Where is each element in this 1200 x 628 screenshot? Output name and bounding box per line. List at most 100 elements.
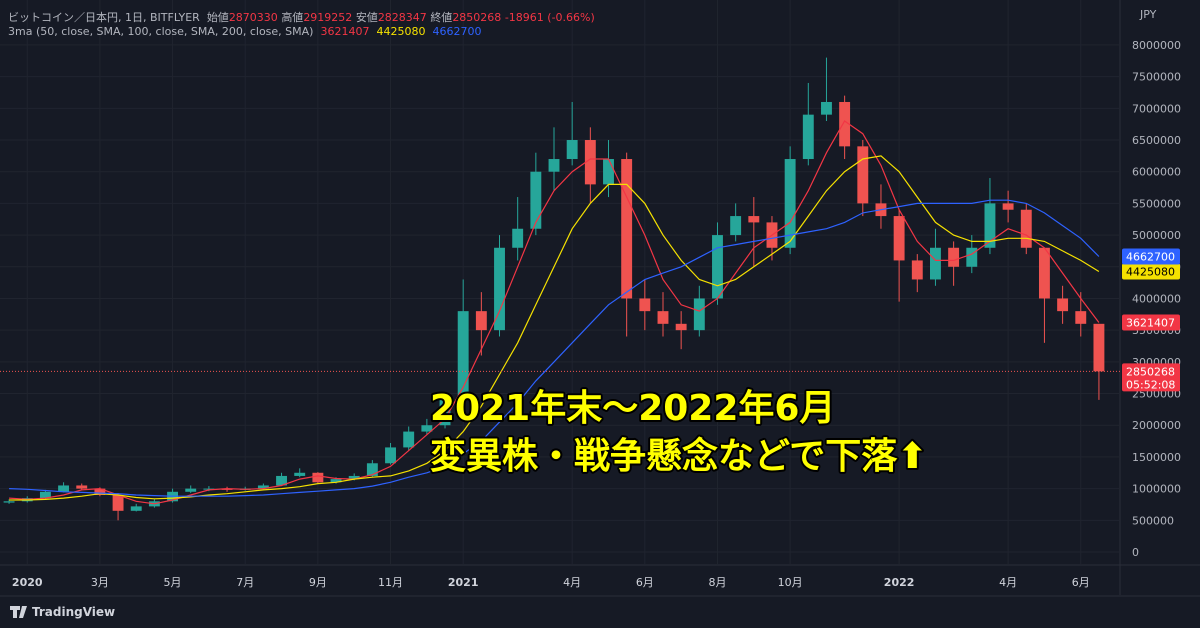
- candle-body: [421, 425, 433, 432]
- ohlc-value: 2870330: [228, 11, 278, 24]
- brand-logo: [10, 606, 27, 618]
- x-tick-label: 10月: [778, 576, 803, 589]
- y-tick-label: 6000000: [1132, 166, 1181, 179]
- candle-body: [1057, 298, 1069, 312]
- x-tick-label: 2021: [448, 576, 479, 589]
- candle-body: [657, 311, 669, 324]
- candle-body: [475, 311, 487, 331]
- candle-body: [639, 298, 651, 312]
- moving-average: [9, 199, 1100, 497]
- candle-body: [257, 485, 269, 489]
- x-tick-label: 6月: [1072, 576, 1090, 589]
- x-tick-label: 8月: [708, 576, 726, 589]
- candle-body: [185, 488, 197, 492]
- candle-body: [1002, 203, 1014, 210]
- candle-body: [693, 298, 705, 331]
- candle-body: [221, 488, 233, 490]
- candle-body: [530, 171, 542, 229]
- indicator-name: 3ma (50, close, SMA, 100, close, SMA, 20…: [8, 25, 314, 38]
- x-tick-label: 6月: [636, 576, 654, 589]
- candle-body: [39, 491, 51, 499]
- candle-body: [821, 101, 832, 115]
- candle-body: [1093, 323, 1105, 372]
- change: -18961 (-0.66%): [504, 11, 595, 24]
- ohlc-label: 終値: [430, 11, 453, 24]
- candle-body: [1020, 209, 1032, 248]
- legend-header: ビットコイン／日本円, 1日, BITFLYER 始値2870330 高値291…: [8, 9, 595, 25]
- x-tick-label: 4月: [563, 576, 581, 589]
- ohlc-label: 安値: [355, 11, 378, 24]
- candle-body: [203, 488, 215, 490]
- symbol-title: ビットコイン／日本円, 1日, BITFLYER: [8, 11, 200, 24]
- candle-body: [730, 216, 742, 236]
- candle-body: [3, 501, 15, 503]
- price-tag: [1122, 314, 1180, 331]
- candle-body: [1038, 247, 1050, 299]
- candle-body: [312, 472, 324, 483]
- candle-body: [966, 247, 978, 267]
- moving-average: [9, 155, 1100, 501]
- ohlc-value: 2828347: [377, 11, 427, 24]
- candle-body: [512, 228, 524, 248]
- moving-average: [9, 120, 1100, 505]
- price-tag-label: 3621407: [1126, 316, 1175, 329]
- price-tag-label: 4662700: [1126, 250, 1175, 263]
- candle-body: [58, 485, 70, 492]
- candle-body: [457, 311, 469, 400]
- candle-body: [1075, 311, 1087, 324]
- y-tick-label: 4000000: [1132, 292, 1181, 305]
- y-tick-label: 1000000: [1132, 483, 1181, 496]
- y-tick-label: 1500000: [1132, 451, 1181, 464]
- candle-body: [366, 463, 378, 476]
- x-tick-label: 3月: [91, 576, 109, 589]
- candle-body: [76, 485, 88, 489]
- candle-body: [930, 247, 941, 280]
- candle-body: [130, 506, 142, 511]
- candle-body: [784, 159, 796, 248]
- x-tick-label: 2020: [12, 576, 43, 589]
- price-tag-label: 4425080: [1126, 266, 1175, 279]
- x-tick-label: 4月: [999, 576, 1017, 589]
- x-tick-label: 11月: [378, 576, 403, 589]
- ohlc-label: 始値: [206, 11, 229, 24]
- candle-body: [330, 479, 342, 483]
- brand: TradingView: [32, 605, 115, 619]
- x-tick-label: 9月: [309, 576, 327, 589]
- x-tick-label: 5月: [164, 576, 182, 589]
- x-tick-label: 7月: [236, 576, 254, 589]
- candle-body: [621, 159, 633, 299]
- ohlc-value: 2919252: [303, 11, 353, 24]
- ohlc-label: 高値: [281, 11, 304, 24]
- candle-body: [348, 475, 360, 480]
- ohlc-value: 2850268: [452, 11, 502, 24]
- candle-body: [566, 140, 578, 160]
- candle-body: [94, 488, 106, 495]
- candle-body: [439, 399, 451, 426]
- candle-body: [603, 159, 614, 185]
- annotation: 2021年末～2022年6月: [430, 388, 835, 429]
- candle-body: [385, 447, 396, 464]
- indicator-legend: 3ma (50, close, SMA, 100, close, SMA, 20…: [8, 25, 481, 38]
- candle-body: [548, 159, 560, 172]
- y-tick-label: 7500000: [1132, 71, 1181, 84]
- y-tick-label: 6500000: [1132, 134, 1181, 147]
- ohlc: 始値2870330 高値2919252 安値2828347 終値2850268: [207, 11, 505, 24]
- ma-value: 3621407: [320, 25, 370, 38]
- y-tick-label: 8000000: [1132, 39, 1181, 52]
- candle-body: [984, 203, 996, 248]
- y-tick-label: 500000: [1132, 514, 1174, 527]
- x-tick-label: 2022: [884, 576, 915, 589]
- annotation: 変異株・戦争懸念などで下落⬆: [430, 435, 927, 477]
- candle-body: [494, 247, 505, 331]
- countdown: 05:52:08: [1126, 378, 1175, 391]
- price-tag: [1122, 248, 1180, 265]
- currency: JPY: [1139, 8, 1157, 21]
- y-tick-label: 2000000: [1132, 419, 1181, 432]
- y-tick-label: 5500000: [1132, 197, 1181, 210]
- candle-body: [948, 247, 960, 267]
- candle-body: [584, 140, 596, 185]
- candle-body: [911, 260, 923, 280]
- candle-body: [294, 472, 306, 476]
